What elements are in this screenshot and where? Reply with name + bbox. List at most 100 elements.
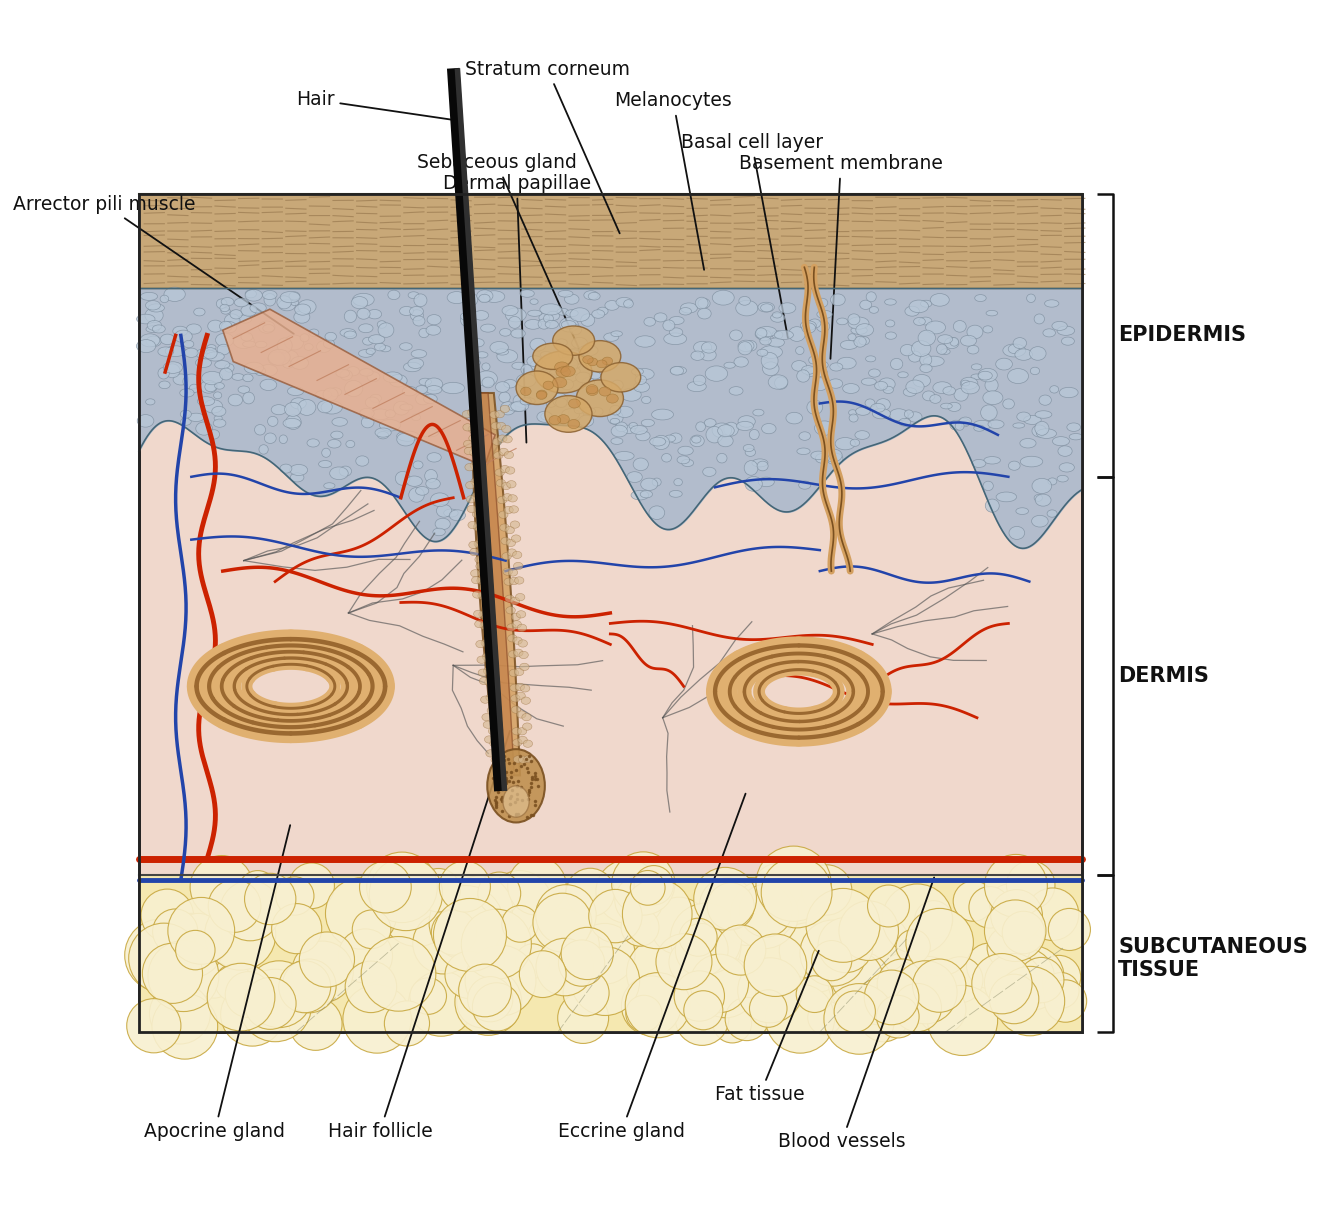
- Ellipse shape: [562, 349, 583, 365]
- Ellipse shape: [507, 481, 516, 488]
- Ellipse shape: [1013, 337, 1027, 348]
- Ellipse shape: [539, 313, 550, 322]
- Ellipse shape: [224, 364, 234, 372]
- Ellipse shape: [509, 577, 519, 584]
- Ellipse shape: [477, 577, 487, 584]
- Ellipse shape: [403, 363, 421, 371]
- Circle shape: [1038, 956, 1081, 999]
- Ellipse shape: [141, 293, 157, 300]
- Circle shape: [675, 923, 728, 976]
- Ellipse shape: [238, 315, 251, 323]
- Ellipse shape: [517, 728, 527, 735]
- Ellipse shape: [501, 425, 511, 433]
- Ellipse shape: [974, 425, 985, 431]
- Ellipse shape: [368, 310, 382, 319]
- Ellipse shape: [961, 381, 970, 386]
- Ellipse shape: [1003, 343, 1025, 357]
- Ellipse shape: [716, 453, 727, 463]
- Ellipse shape: [798, 481, 810, 489]
- Circle shape: [352, 910, 391, 948]
- Ellipse shape: [410, 310, 423, 321]
- Ellipse shape: [856, 324, 874, 336]
- Ellipse shape: [555, 362, 569, 372]
- Ellipse shape: [472, 493, 481, 500]
- Ellipse shape: [663, 321, 675, 331]
- Circle shape: [226, 971, 271, 1017]
- Circle shape: [806, 888, 880, 963]
- Ellipse shape: [698, 308, 711, 319]
- Ellipse shape: [758, 302, 774, 312]
- Circle shape: [245, 977, 296, 1029]
- Ellipse shape: [473, 419, 482, 427]
- Ellipse shape: [582, 377, 594, 387]
- Circle shape: [574, 923, 636, 984]
- Ellipse shape: [543, 315, 554, 323]
- Circle shape: [766, 984, 835, 1053]
- Ellipse shape: [331, 431, 343, 439]
- Ellipse shape: [419, 328, 429, 337]
- Circle shape: [488, 870, 551, 934]
- Ellipse shape: [909, 351, 921, 362]
- Ellipse shape: [157, 347, 173, 357]
- Ellipse shape: [694, 341, 711, 353]
- Ellipse shape: [559, 318, 578, 333]
- Ellipse shape: [634, 336, 655, 347]
- Ellipse shape: [195, 358, 211, 368]
- Ellipse shape: [570, 360, 581, 369]
- Ellipse shape: [298, 300, 316, 313]
- Ellipse shape: [503, 306, 519, 316]
- Ellipse shape: [1047, 510, 1058, 517]
- Circle shape: [595, 859, 660, 923]
- Ellipse shape: [899, 418, 911, 427]
- Ellipse shape: [258, 321, 276, 334]
- Circle shape: [271, 904, 321, 953]
- Ellipse shape: [664, 435, 676, 442]
- Ellipse shape: [328, 440, 341, 448]
- Ellipse shape: [481, 324, 496, 333]
- Ellipse shape: [469, 541, 478, 548]
- Ellipse shape: [972, 459, 986, 468]
- Circle shape: [739, 884, 792, 937]
- Ellipse shape: [567, 368, 581, 375]
- Ellipse shape: [1034, 494, 1043, 501]
- Text: Stratum corneum: Stratum corneum: [465, 60, 630, 234]
- Ellipse shape: [730, 330, 742, 341]
- Ellipse shape: [853, 336, 867, 347]
- Ellipse shape: [329, 466, 348, 480]
- Circle shape: [370, 857, 442, 930]
- Ellipse shape: [734, 357, 749, 368]
- Ellipse shape: [1052, 436, 1070, 446]
- Ellipse shape: [520, 684, 530, 692]
- Ellipse shape: [661, 453, 672, 462]
- Ellipse shape: [737, 422, 754, 430]
- Ellipse shape: [517, 640, 527, 647]
- Ellipse shape: [511, 613, 520, 621]
- Ellipse shape: [1070, 434, 1082, 440]
- Ellipse shape: [145, 399, 155, 405]
- Ellipse shape: [496, 480, 505, 487]
- Ellipse shape: [478, 611, 488, 618]
- Ellipse shape: [263, 294, 276, 306]
- Ellipse shape: [905, 306, 919, 316]
- Circle shape: [220, 881, 281, 941]
- Ellipse shape: [378, 321, 387, 328]
- Circle shape: [824, 983, 895, 1054]
- Ellipse shape: [745, 460, 758, 475]
- Ellipse shape: [496, 422, 505, 430]
- Ellipse shape: [288, 387, 304, 395]
- Ellipse shape: [513, 394, 531, 407]
- Polygon shape: [478, 393, 515, 775]
- Ellipse shape: [145, 308, 163, 323]
- Ellipse shape: [482, 713, 492, 721]
- Ellipse shape: [704, 418, 716, 427]
- Ellipse shape: [750, 429, 759, 440]
- Ellipse shape: [508, 402, 526, 411]
- Ellipse shape: [203, 347, 218, 359]
- Ellipse shape: [738, 416, 755, 428]
- Ellipse shape: [470, 462, 480, 469]
- Ellipse shape: [530, 339, 546, 351]
- Circle shape: [726, 904, 767, 946]
- Ellipse shape: [470, 360, 481, 366]
- Ellipse shape: [442, 382, 465, 394]
- Ellipse shape: [840, 340, 857, 349]
